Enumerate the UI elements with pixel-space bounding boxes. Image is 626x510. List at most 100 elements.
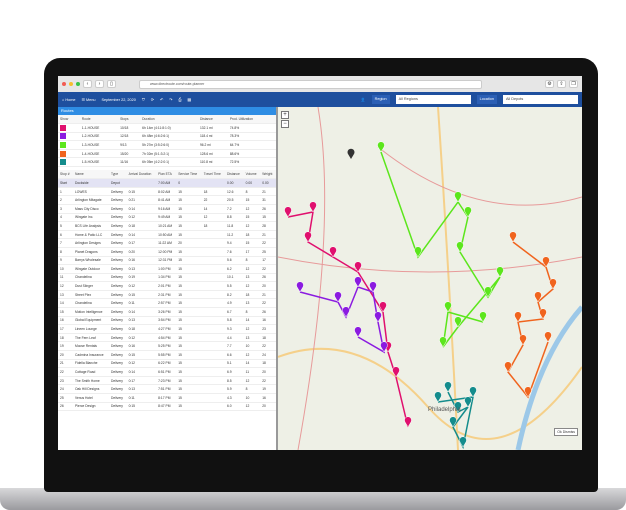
routes-column-header[interactable]: Distance — [197, 115, 228, 125]
stop-pin[interactable] — [549, 278, 557, 290]
stop-row[interactable]: 12 Dust Slinger Delivery 0:12 2:01 PM 15 5.5 12… — [58, 281, 276, 291]
zoom-out-button[interactable]: − — [281, 120, 289, 128]
stop-pin[interactable] — [456, 241, 464, 253]
stop-pin[interactable] — [534, 291, 542, 303]
stop-pin[interactable] — [464, 206, 472, 218]
stop-pin[interactable] — [509, 231, 517, 243]
stop-pin[interactable] — [414, 246, 422, 258]
stop-row[interactable]: 3 Mass City Disco Delivery 0:14 9:16 AM 15 14 7… — [58, 204, 276, 214]
stop-row[interactable]: 21 Fidella Blanche Delivery 0:12 6:22 PM 15 5.… — [58, 359, 276, 369]
stop-pin[interactable] — [504, 361, 512, 373]
stop-pin[interactable] — [514, 311, 522, 323]
stop-row[interactable]: 22 Cottage Road Delivery 0:14 6:51 PM 15 6.9 11… — [58, 367, 276, 377]
stop-pin[interactable] — [369, 281, 377, 293]
undo-icon[interactable]: ↶ — [159, 98, 164, 102]
stop-row[interactable]: 16 Global Equipment Delivery 0:13 3:54 PM 15 5… — [58, 316, 276, 326]
stop-pin[interactable] — [379, 301, 387, 313]
stop-pin[interactable] — [496, 266, 504, 278]
stop-pin[interactable] — [329, 246, 337, 258]
sidebar-icon[interactable]: ▯ — [107, 80, 116, 88]
tabs-icon[interactable]: ❐ — [569, 80, 578, 88]
zoom-in-button[interactable]: + — [281, 111, 289, 119]
home-button[interactable]: ⌂ Home — [62, 97, 76, 102]
stop-row[interactable]: 14 Chandelina Delivery 0:11 2:57 PM 15 4.9 13 22 — [58, 298, 276, 309]
stop-pin[interactable] — [404, 416, 412, 428]
stop-pin[interactable] — [469, 386, 477, 398]
stop-row[interactable]: 11 Chandelina Delivery 0:19 1:34 PM 15 10.1 13 2… — [58, 273, 276, 283]
share-icon[interactable]: ⇧ — [557, 80, 566, 88]
stop-pin[interactable] — [524, 386, 532, 398]
location-select[interactable]: All Depots — [503, 95, 578, 104]
stop-row[interactable]: 9 Barrys Wholesale Delivery 0:16 12:31 PM 15 5… — [58, 256, 276, 266]
calendar-icon[interactable]: ▦ — [187, 98, 191, 102]
routes-column-header[interactable]: Stops — [118, 115, 141, 125]
stop-pin[interactable] — [479, 311, 487, 323]
routes-column-header[interactable]: Route — [79, 115, 119, 125]
stop-pin[interactable] — [380, 341, 388, 353]
menu-button[interactable]: ☰ Menu — [81, 98, 96, 102]
stop-pin[interactable] — [542, 256, 550, 268]
route-row[interactable]: 1-2-HOUSE 12/18 6h 48m (4:6:2:6:1) 118.4 mi… — [58, 132, 276, 142]
forward-button[interactable]: › — [95, 80, 104, 88]
route-color-cell[interactable] — [58, 149, 80, 159]
stops-column-header[interactable]: Distance — [225, 170, 244, 180]
stop-row[interactable]: 7 Arlington Designs Delivery 0:17 11:22 AM 20… — [58, 238, 276, 248]
route-row[interactable]: 1-4-HOUSE 15/20 7h 02m (5:1:3:2:1) 128.6 mi… — [58, 149, 276, 159]
stop-pin[interactable] — [374, 311, 382, 323]
stop-pin[interactable] — [354, 276, 362, 288]
print-icon[interactable]: ⎙ — [178, 97, 182, 102]
stop-pin[interactable] — [304, 231, 312, 243]
stop-pin[interactable] — [309, 201, 317, 213]
stops-column-header[interactable]: Weight — [260, 170, 276, 180]
stop-pin[interactable] — [454, 401, 462, 413]
minimize-icon[interactable] — [69, 82, 73, 86]
stop-row[interactable]: 13 Street Plex Delivery 0:15 2:31 PM 15 8.2 18 2… — [58, 290, 276, 300]
stops-column-header[interactable]: Type — [109, 170, 127, 180]
stop-row[interactable]: 4 Wingate Inc. Delivery 0:12 9:49 AM 15 12 8.8 1… — [58, 213, 276, 223]
route-color-cell[interactable] — [58, 132, 80, 142]
stop-pin[interactable] — [354, 326, 362, 338]
stop-pin[interactable] — [484, 286, 492, 298]
stop-row[interactable]: 23 The Smith Home Delivery 0:17 7:23 PM 15 8.5… — [58, 376, 276, 386]
stop-pin[interactable] — [377, 141, 385, 153]
stop-pin[interactable] — [454, 316, 462, 328]
stops-column-header[interactable]: Name — [72, 170, 109, 180]
stop-pin[interactable] — [519, 334, 527, 346]
stop-row[interactable]: 26 Pierce Design Delivery 0:15 8:47 PM 15 6.0 1… — [58, 402, 276, 412]
stop-pin[interactable] — [444, 301, 452, 313]
stop-pin[interactable] — [354, 261, 362, 273]
stops-column-header[interactable]: Volume — [243, 170, 261, 180]
stops-column-header[interactable]: Arrival Duration — [126, 170, 157, 180]
region-select[interactable]: All Regions — [395, 95, 471, 104]
stop-pin[interactable] — [334, 291, 342, 303]
stops-column-header[interactable]: Service Time — [176, 170, 202, 180]
stop-row[interactable]: 2 Arlington Mitagate Delivery 0:21 8:41 AM 15… — [58, 195, 276, 205]
refresh-icon[interactable]: ⟳ — [150, 98, 154, 102]
map-view[interactable]: + − Ok Dismiss Philadelphia — [277, 106, 582, 450]
stop-pin[interactable] — [342, 306, 350, 318]
stop-row[interactable]: 5 BCS Life Analysis Delivery 0:18 10:21 AM 15… — [58, 221, 276, 231]
route-color-cell[interactable] — [58, 140, 80, 150]
stop-row[interactable]: 6 Home & Patio LLC Delivery 0:14 10:50 AM 15 1… — [58, 230, 276, 240]
stop-row[interactable]: 17 Lineen Lounge Delivery 0:18 4:27 PM 15 9.3 1… — [58, 324, 276, 334]
stop-pin[interactable] — [434, 391, 442, 403]
stops-column-header[interactable]: Stop # — [58, 170, 73, 180]
stop-row[interactable]: 8 Planet Dragons Delivery 0:20 12:00 PM 15 7.6… — [58, 247, 276, 257]
user-icon[interactable]: 👤 — [360, 98, 366, 102]
route-row[interactable]: 1-3-HOUSE 9/13 5h 27m (3:5:2:6:0) 96.2 mi 64… — [58, 140, 276, 150]
stops-column-header[interactable]: Plan ETA — [156, 170, 177, 180]
stop-row[interactable]: Start Dockside Depot 7:00 AM 0 0.00 0.00 0.00 — [58, 178, 276, 188]
routes-column-header[interactable]: Duration — [140, 115, 198, 125]
routes-column-header[interactable]: Show — [58, 115, 80, 125]
route-color-cell[interactable] — [58, 123, 80, 133]
stop-pin[interactable] — [464, 396, 472, 408]
stop-row[interactable]: 25 Venus Hotel Delivery 0:11 8:17 PM 15 4.3 10 1… — [58, 393, 276, 403]
back-button[interactable]: ‹ — [83, 80, 92, 88]
stop-row[interactable]: 15 Motion Intelligence Delivery 0:14 3:26 PM… — [58, 307, 276, 317]
stop-row[interactable]: 20 Cadmina Insurance Delivery 0:15 5:55 PM 15… — [58, 350, 276, 360]
route-row[interactable]: 1-1-HOUSE 10/18 6h 14m (4:11:8:1:0) 132.1 m… — [58, 123, 276, 133]
routes-column-header[interactable]: Prod. Utilization — [227, 115, 276, 125]
stop-pin[interactable] — [392, 366, 400, 378]
stop-pin[interactable] — [284, 206, 292, 218]
stop-row[interactable]: 24 Oak Hill Designs Delivery 0:13 7:51 PM 15 5… — [58, 384, 276, 394]
